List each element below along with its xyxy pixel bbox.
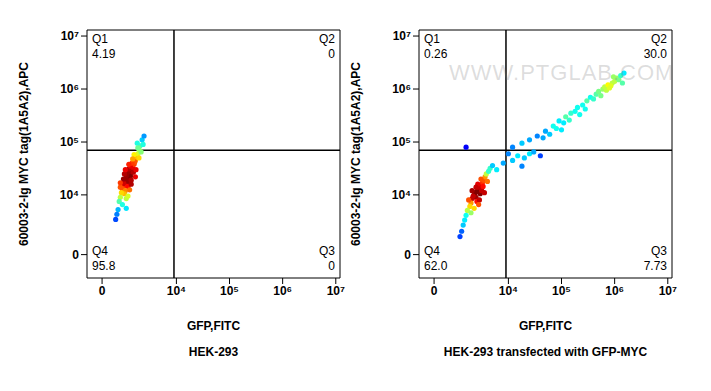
- html-text:Q1: Q1: [424, 32, 440, 46]
- html-text:62.0: 62.0: [424, 259, 448, 273]
- html-text:0: 0: [328, 259, 335, 273]
- html-text:Q4: Q4: [424, 244, 440, 258]
- svg-text:10⁵: 10⁵: [392, 135, 411, 149]
- svg-text:GFP,FITC: GFP,FITC: [519, 319, 572, 333]
- svg-text:10⁴: 10⁴: [499, 284, 518, 298]
- svg-text:0: 0: [72, 248, 79, 262]
- svg-text:0: 0: [404, 248, 411, 262]
- svg-text:10⁴: 10⁴: [60, 188, 79, 202]
- html-text:7.73: 7.73: [643, 259, 667, 273]
- html-text:0.26: 0.26: [424, 47, 448, 61]
- svg-text:10⁷: 10⁷: [393, 29, 411, 43]
- svg-text:10⁷: 10⁷: [659, 284, 677, 298]
- html-text:WWW.PTGLAB.COM: WWW.PTGLAB.COM: [449, 60, 675, 85]
- html-text:30.0: 30.0: [643, 47, 667, 61]
- svg-text:60003-2-Ig MYC tag(1A5A2),APC: 60003-2-Ig MYC tag(1A5A2),APC: [349, 62, 363, 246]
- html-text:Q2: Q2: [319, 32, 335, 46]
- html-text:Q4: Q4: [92, 244, 108, 258]
- html-text:Q2: Q2: [651, 32, 667, 46]
- html-text:4.19: 4.19: [92, 47, 116, 61]
- svg-text:0: 0: [431, 284, 438, 298]
- svg-text:0: 0: [99, 284, 106, 298]
- svg-text:60003-2-Ig MYC tag(1A5A2),APC: 60003-2-Ig MYC tag(1A5A2),APC: [17, 62, 31, 246]
- svg-text:GFP,FITC: GFP,FITC: [187, 319, 240, 333]
- html-text:95.8: 95.8: [92, 259, 116, 273]
- svg-text:10⁶: 10⁶: [605, 284, 624, 298]
- svg-text:10⁷: 10⁷: [327, 284, 345, 298]
- svg-text:10⁶: 10⁶: [273, 284, 292, 298]
- svg-text:10⁶: 10⁶: [392, 82, 411, 96]
- html-text:HEK-293 transfected with GFP-M: HEK-293 transfected with GFP-MYC: [443, 345, 648, 359]
- svg-text:10⁷: 10⁷: [61, 29, 79, 43]
- svg-text:10⁵: 10⁵: [220, 284, 239, 298]
- html-text:Q3: Q3: [651, 244, 667, 258]
- svg-text:10⁴: 10⁴: [392, 188, 411, 202]
- html-text:Q1: Q1: [92, 32, 108, 46]
- html-text:0: 0: [328, 47, 335, 61]
- html-text:Q3: Q3: [319, 244, 335, 258]
- svg-text:10⁵: 10⁵: [60, 135, 79, 149]
- svg-text:10⁴: 10⁴: [167, 284, 186, 298]
- html-text:HEK-293: HEK-293: [188, 345, 239, 359]
- svg-text:10⁵: 10⁵: [552, 284, 571, 298]
- svg-text:10⁶: 10⁶: [60, 82, 79, 96]
